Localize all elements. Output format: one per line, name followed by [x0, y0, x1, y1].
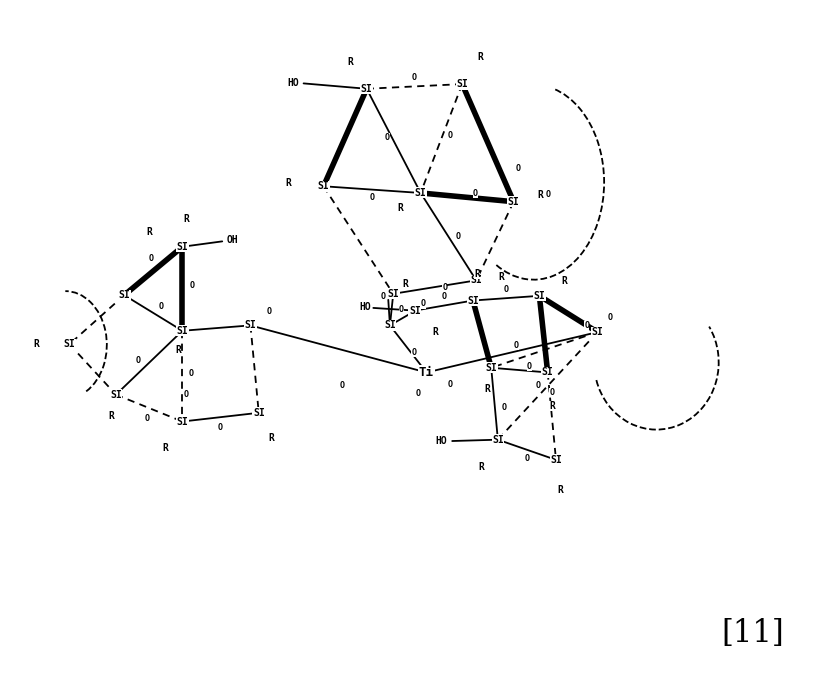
Text: SI: SI: [384, 321, 396, 330]
Text: SI: SI: [486, 362, 497, 373]
Text: R: R: [477, 52, 483, 62]
Text: SI: SI: [110, 389, 122, 400]
Text: O: O: [340, 381, 345, 390]
Text: O: O: [381, 292, 386, 301]
Text: R: R: [33, 340, 39, 349]
Text: Ti: Ti: [419, 366, 434, 379]
Text: R: R: [397, 202, 403, 213]
Text: R: R: [162, 443, 169, 454]
Text: O: O: [267, 307, 272, 317]
Text: O: O: [416, 389, 421, 398]
Text: SI: SI: [467, 296, 479, 306]
Text: R: R: [557, 485, 563, 495]
Text: O: O: [546, 190, 551, 200]
Text: SI: SI: [63, 340, 75, 349]
Text: R: R: [484, 384, 490, 394]
Text: SI: SI: [245, 321, 257, 330]
Text: R: R: [537, 190, 543, 200]
Text: R: R: [147, 227, 152, 237]
Text: O: O: [525, 454, 530, 463]
Text: O: O: [447, 131, 452, 140]
Text: SI: SI: [471, 275, 482, 286]
Text: R: R: [286, 178, 292, 188]
Text: R: R: [183, 213, 189, 223]
Text: R: R: [498, 272, 504, 282]
Text: O: O: [218, 423, 223, 432]
Text: SI: SI: [118, 290, 130, 300]
Text: R: R: [478, 462, 484, 472]
Text: SI: SI: [361, 84, 372, 94]
Text: SI: SI: [387, 289, 399, 299]
Text: [11]: [11]: [721, 618, 784, 649]
Text: SI: SI: [177, 242, 188, 252]
Text: HO: HO: [436, 436, 447, 446]
Text: O: O: [399, 305, 404, 314]
Text: O: O: [504, 285, 509, 294]
Text: O: O: [514, 341, 519, 350]
Text: O: O: [527, 362, 532, 371]
Text: R: R: [347, 57, 353, 67]
Text: SI: SI: [492, 435, 504, 445]
Text: R: R: [549, 401, 555, 411]
Text: R: R: [474, 269, 480, 279]
Text: O: O: [441, 292, 446, 301]
Text: O: O: [442, 283, 447, 292]
Text: O: O: [159, 302, 164, 311]
Text: R: R: [175, 345, 181, 354]
Text: HO: HO: [287, 78, 300, 88]
Text: O: O: [536, 381, 541, 390]
Text: SI: SI: [533, 291, 546, 301]
Text: SI: SI: [409, 306, 421, 316]
Text: R: R: [268, 433, 274, 443]
Text: SI: SI: [177, 416, 188, 427]
Text: O: O: [456, 232, 461, 241]
Text: O: O: [412, 348, 416, 357]
Text: SI: SI: [508, 196, 520, 207]
Text: SI: SI: [177, 326, 188, 335]
Text: O: O: [136, 356, 141, 365]
Text: O: O: [145, 414, 150, 423]
Text: O: O: [148, 254, 153, 263]
Text: O: O: [421, 300, 426, 308]
Text: SI: SI: [317, 182, 329, 191]
Text: O: O: [447, 380, 452, 389]
Text: SI: SI: [550, 455, 561, 465]
Text: SI: SI: [456, 79, 468, 89]
Text: HO: HO: [359, 302, 371, 313]
Text: O: O: [370, 193, 375, 202]
Text: SI: SI: [541, 367, 554, 377]
Text: SI: SI: [253, 408, 265, 418]
Text: O: O: [184, 390, 189, 400]
Text: O: O: [190, 281, 195, 290]
Text: O: O: [385, 133, 390, 142]
Text: O: O: [473, 189, 478, 198]
Text: R: R: [432, 327, 438, 337]
Text: R: R: [109, 411, 115, 421]
Text: SI: SI: [591, 327, 603, 337]
Text: SI: SI: [415, 188, 426, 198]
Text: O: O: [549, 388, 554, 397]
Text: R: R: [402, 279, 408, 289]
Text: R: R: [561, 276, 567, 286]
Text: O: O: [516, 163, 521, 173]
Text: O: O: [412, 73, 417, 82]
Text: OH: OH: [227, 235, 238, 245]
Text: O: O: [502, 402, 507, 412]
Text: O: O: [188, 369, 193, 378]
Text: O: O: [584, 321, 589, 330]
Text: O: O: [607, 313, 612, 322]
